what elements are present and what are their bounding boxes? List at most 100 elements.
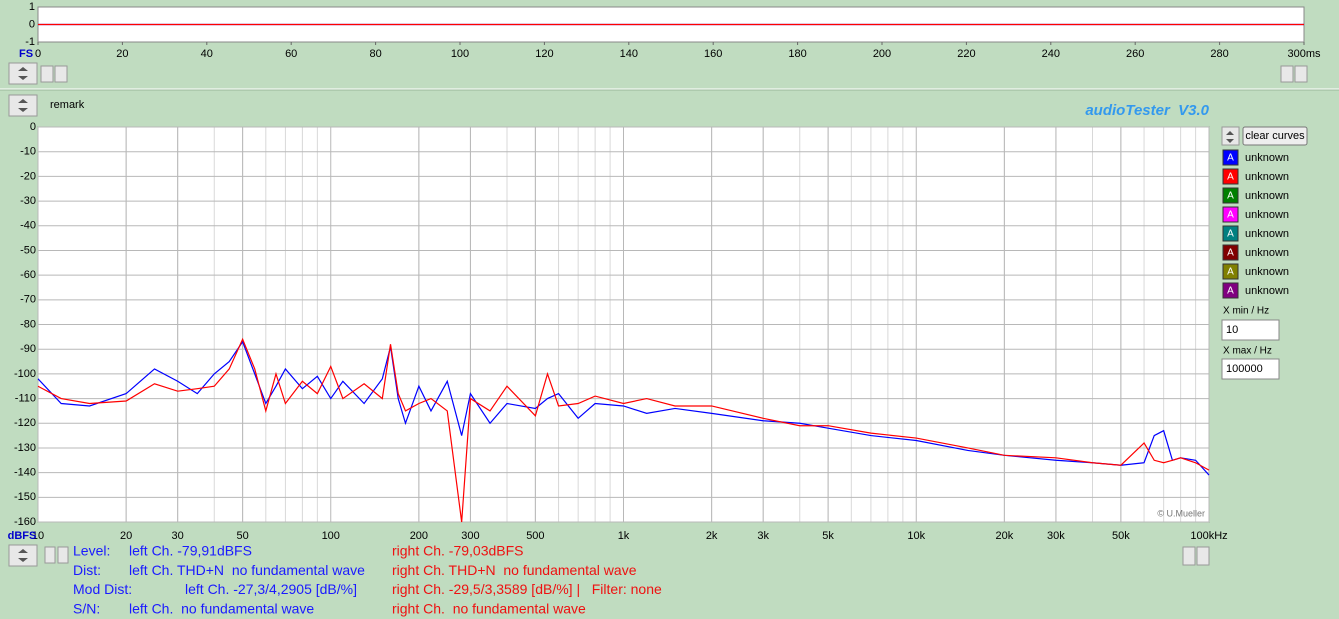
y-tick-label: -150: [14, 491, 36, 503]
spinner[interactable]: [8, 94, 38, 117]
curve-icon-label: A: [1227, 191, 1234, 202]
x-min-input[interactable]: [1221, 319, 1280, 341]
x-min-value: 10: [1226, 324, 1238, 336]
x-max-label: X max / Hz: [1223, 346, 1272, 357]
x-tick-label: 180: [788, 48, 806, 60]
x-tick-label: 10k: [907, 530, 925, 542]
scroll-right[interactable]: [57, 546, 69, 564]
y-tick-label: -120: [14, 417, 36, 429]
clear-curves-button[interactable]: [1242, 126, 1308, 146]
button-label: clear curves: [1245, 130, 1305, 142]
x-tick-label: 2k: [706, 530, 718, 542]
legend-label: unknown: [1245, 247, 1289, 259]
y-tick-label: 0: [29, 18, 35, 30]
measure-label: Level:: [73, 543, 110, 559]
x-tick-label: 50: [236, 530, 248, 542]
y-tick-label: 1: [29, 1, 35, 13]
x-max-value: 100000: [1226, 363, 1263, 375]
x-min-label: X min / Hz: [1223, 306, 1269, 317]
x-tick-label: 1k: [618, 530, 630, 542]
curve-icon-label: A: [1227, 229, 1234, 240]
right-value: right Ch. -29,5/3,3589 [dB/%] | Filter: …: [392, 581, 662, 597]
scroll-left[interactable]: [1182, 546, 1196, 566]
curve-icon-label: A: [1227, 248, 1234, 259]
curve-icon-label: A: [1227, 210, 1234, 221]
left-value: left Ch. -27,3/4,2905 [dB/%]: [185, 581, 357, 597]
x-tick-label: 100kHz: [1190, 530, 1227, 542]
curve-icon[interactable]: [1222, 168, 1239, 185]
scroll-right[interactable]: [1196, 546, 1210, 566]
series-line: [37, 340, 1210, 476]
x-tick-label: 5k: [822, 530, 834, 542]
x-tick-label: 20: [116, 48, 128, 60]
x-tick-label: 220: [957, 48, 975, 60]
y-tick-label: -50: [20, 244, 36, 256]
curve-icon[interactable]: [1222, 263, 1239, 280]
y-tick-label: -70: [20, 294, 36, 306]
x-tick-label: 500: [526, 530, 544, 542]
x-tick-label: 100: [451, 48, 469, 60]
left-value: left Ch. -79,91dBFS: [129, 543, 252, 559]
x-tick-label: 10: [32, 530, 44, 542]
right-value: right Ch. no fundamental wave: [392, 600, 586, 616]
curve-icon-label: A: [1227, 172, 1234, 183]
x-tick-label: 20: [120, 530, 132, 542]
curve-icon[interactable]: [1222, 206, 1239, 223]
x-tick-label: 30k: [1047, 530, 1065, 542]
legend-label: unknown: [1245, 228, 1289, 240]
spinner[interactable]: [8, 544, 38, 567]
x-tick-label: 260: [1126, 48, 1144, 60]
x-tick-label: 80: [369, 48, 381, 60]
measure-label: S/N:: [73, 600, 100, 616]
y-tick-label: -10: [20, 146, 36, 158]
x-tick-label: 200: [873, 48, 891, 60]
scroll-left[interactable]: [40, 65, 54, 83]
y-tick-label: -40: [20, 220, 36, 232]
y-tick-label: -60: [20, 269, 36, 281]
spinner-arrows: [18, 67, 28, 80]
x-tick-label: 280: [1210, 48, 1228, 60]
x-tick-label: 100: [322, 530, 340, 542]
curve-icon[interactable]: [1222, 187, 1239, 204]
spinner-arrows: [18, 99, 28, 112]
legend-label: unknown: [1245, 209, 1289, 221]
series-line: [37, 337, 1210, 523]
spinner[interactable]: [1221, 126, 1240, 146]
scroll-left[interactable]: [1280, 65, 1294, 83]
curve-icon-label: A: [1227, 267, 1234, 278]
y-tick-label: -1: [25, 36, 35, 48]
y-tick-label: -90: [20, 343, 36, 355]
y-tick-label: -160: [14, 516, 36, 528]
spinner-arrows: [18, 549, 28, 562]
curve-icon[interactable]: [1222, 149, 1239, 166]
curve-icon[interactable]: [1222, 244, 1239, 261]
x-tick-label: 300: [461, 530, 479, 542]
scroll-right[interactable]: [1294, 65, 1308, 83]
y-axis-label: dBFS: [8, 530, 37, 542]
app-title: audioTester V3.0: [1085, 102, 1209, 119]
x-tick-label: 20k: [996, 530, 1014, 542]
curve-icon-label: A: [1227, 153, 1234, 164]
x-tick-label: 3k: [757, 530, 769, 542]
left-value: left Ch. THD+N no fundamental wave: [129, 562, 365, 578]
credit: © U.Mueller: [1157, 508, 1205, 518]
x-tick-label: 160: [704, 48, 722, 60]
spinner[interactable]: [8, 62, 38, 85]
scroll-right[interactable]: [54, 65, 68, 83]
measurements: Level: left Ch. -79,91dBFS right Ch. -79,0…: [73, 543, 662, 617]
spinner-arrows: [1226, 131, 1234, 143]
x-tick-label: 200: [410, 530, 428, 542]
y-tick-label: -80: [20, 318, 36, 330]
x-tick-label: 140: [620, 48, 638, 60]
legend-label: unknown: [1245, 171, 1289, 183]
x-tick-label: 300ms: [1287, 48, 1321, 60]
curve-icon[interactable]: [1222, 282, 1239, 299]
scroll-left[interactable]: [44, 546, 56, 564]
legend-label: unknown: [1245, 266, 1289, 278]
y-tick-label: -110: [15, 392, 36, 404]
y-tick-label: -20: [20, 170, 36, 182]
x-tick-label: 30: [172, 530, 184, 542]
x-max-input[interactable]: [1221, 358, 1280, 380]
curve-icon[interactable]: [1222, 225, 1239, 242]
